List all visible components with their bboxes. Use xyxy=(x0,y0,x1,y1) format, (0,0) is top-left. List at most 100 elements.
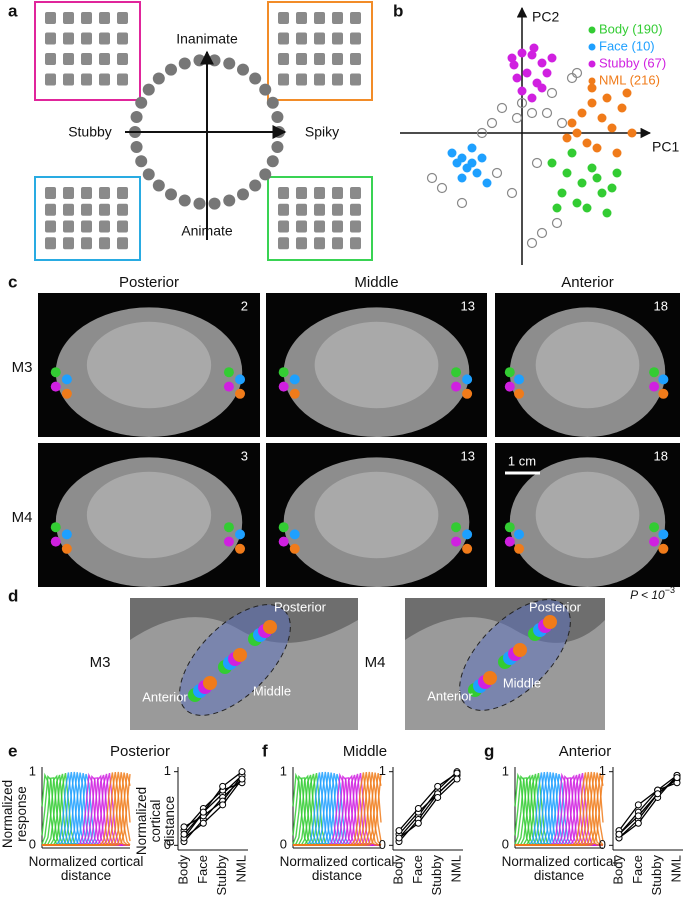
stimulus-icon xyxy=(81,220,92,233)
stimulus-icon xyxy=(45,237,56,250)
roi-patch xyxy=(289,543,300,554)
stimulus-icon xyxy=(99,12,110,24)
stimulus-icon xyxy=(99,53,110,65)
panel-label: c xyxy=(8,272,17,291)
stimulus-icon xyxy=(314,203,325,216)
scatter-point xyxy=(547,158,557,168)
axis-label: Spiky xyxy=(305,124,339,140)
scatter-point xyxy=(516,97,528,109)
stimulus-icon xyxy=(332,220,343,233)
y-tick-label: 1 xyxy=(599,763,606,778)
slice-number: 18 xyxy=(654,298,668,313)
scatter-point xyxy=(486,117,498,129)
series-line xyxy=(398,772,458,832)
stimulus-icon xyxy=(296,237,307,250)
stimulus-icon xyxy=(81,203,92,216)
region-label: Middle xyxy=(503,675,541,690)
data-point xyxy=(199,819,207,827)
stimulus-icon xyxy=(81,187,92,199)
series-line xyxy=(618,778,678,839)
data-point xyxy=(453,769,461,777)
data-point xyxy=(219,782,227,790)
stimulus-icon xyxy=(266,96,279,109)
tuning-curve xyxy=(515,774,604,846)
panel-label: e xyxy=(8,741,17,760)
stimulus-icon xyxy=(165,188,177,201)
scatter-point xyxy=(577,108,587,118)
stimulus-icon xyxy=(45,32,56,45)
roi-patch xyxy=(203,676,217,690)
scatter-point xyxy=(617,103,627,113)
scatter-point xyxy=(546,87,558,99)
brain-inner xyxy=(535,471,640,559)
scatter-point xyxy=(529,43,539,53)
scatter-point xyxy=(542,68,552,78)
series-line xyxy=(398,778,458,839)
roi-patch xyxy=(658,529,669,540)
stimulus-icon xyxy=(130,140,143,153)
legend-marker xyxy=(588,77,596,85)
series-line xyxy=(183,774,243,839)
stimulus-icon xyxy=(278,73,289,86)
data-point xyxy=(180,830,188,838)
scatter-point xyxy=(582,138,592,148)
roi-patch xyxy=(61,374,72,385)
y-tick-label: 0 xyxy=(379,837,386,852)
roi-patch xyxy=(50,522,61,533)
roi-patch xyxy=(649,367,660,378)
data-point xyxy=(238,768,246,776)
region-label: Posterior xyxy=(529,599,582,614)
stimulus-icon xyxy=(296,203,307,216)
y-tick-label: 1 xyxy=(502,763,509,778)
stimulus-icon xyxy=(296,220,307,233)
roi-patch xyxy=(278,522,289,533)
stat-label: P < 10−3 xyxy=(630,585,675,602)
data-point xyxy=(434,782,442,790)
roi-patch xyxy=(278,536,289,547)
x-tick-label: Face xyxy=(630,855,645,884)
slice-number: 2 xyxy=(241,298,248,313)
roi-patch xyxy=(278,381,289,392)
roi-patch xyxy=(235,543,246,554)
scatter-point xyxy=(622,88,632,98)
axis-label: Inanimate xyxy=(176,31,238,47)
region-label: Anterior xyxy=(427,688,473,703)
data-point xyxy=(615,830,623,838)
scatter-point xyxy=(522,68,532,78)
stimulus-icon xyxy=(117,203,128,216)
legend-marker xyxy=(588,43,596,51)
stimulus-icon xyxy=(152,72,165,85)
x-tick-label: NML xyxy=(233,855,248,882)
roi-patch xyxy=(223,367,234,378)
y-tick-label: 1 xyxy=(280,763,287,778)
column-header: Posterior xyxy=(119,274,179,291)
stimulus-icon xyxy=(332,73,343,86)
scatter-point xyxy=(509,60,519,70)
scatter-point xyxy=(562,133,572,143)
tuning-curve xyxy=(293,774,382,846)
scatter-point xyxy=(426,172,438,184)
stimulus-icon xyxy=(63,53,74,65)
stimulus-icon xyxy=(99,220,110,233)
roi-patch xyxy=(513,643,527,657)
x-tick-label: Body xyxy=(390,855,405,885)
stimulus-icon xyxy=(208,54,221,67)
stimulus-icon xyxy=(237,63,249,76)
data-point xyxy=(453,775,461,783)
stimulus-icon xyxy=(81,12,92,24)
scatter-point xyxy=(456,197,468,209)
stimulus-icon xyxy=(223,194,236,207)
roi-patch xyxy=(462,374,473,385)
series-line xyxy=(618,777,678,835)
legend-label: NML (216) xyxy=(599,72,660,87)
scatter-point xyxy=(566,72,578,84)
scatter-point xyxy=(496,102,508,114)
stimulus-icon xyxy=(45,53,56,65)
roi-patch xyxy=(50,536,61,547)
axis-label: PC1 xyxy=(652,139,679,155)
roi-patch xyxy=(649,522,660,533)
scatter-point xyxy=(587,83,597,93)
stimulus-icon xyxy=(81,73,92,86)
stimulus-icon xyxy=(314,220,325,233)
